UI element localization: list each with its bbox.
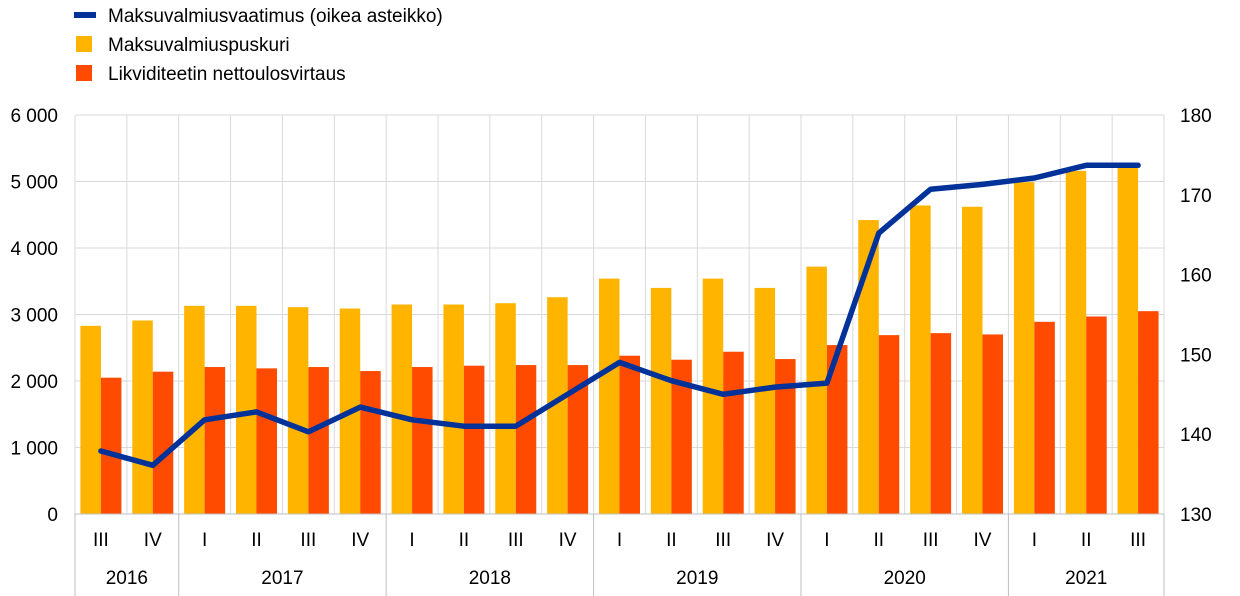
- quarter-label: IV: [974, 530, 992, 551]
- legend-label: Maksuvalmiuspuskuri: [108, 35, 290, 56]
- bar-outflow: [1138, 311, 1159, 514]
- left-tick-label: 2 000: [10, 372, 58, 393]
- quarter-label: II: [459, 530, 470, 551]
- left-tick-label: 1 000: [10, 439, 58, 460]
- legend-line-marker: [74, 12, 96, 18]
- quarter-label: I: [617, 530, 622, 551]
- bar-outflow: [308, 367, 329, 514]
- quarter-label: III: [1130, 530, 1146, 551]
- quarter-label: II: [666, 530, 677, 551]
- bar-outflow: [152, 371, 174, 514]
- quarter-label: III: [508, 530, 524, 551]
- bar-buffer: [443, 304, 464, 514]
- bar-outflow: [826, 345, 848, 514]
- bar-outflow: [775, 359, 796, 514]
- legend-square-marker: [76, 65, 92, 81]
- bar-buffer: [1013, 182, 1035, 515]
- quarter-label: II: [251, 530, 262, 551]
- legend: Maksuvalmiusvaatimus (oikea asteikko) Mak…: [74, 6, 443, 85]
- bar-outflow: [412, 367, 433, 514]
- bar-buffer: [1117, 163, 1139, 515]
- quarter-label: III: [93, 530, 109, 551]
- right-tick-label: 160: [1180, 266, 1212, 287]
- bar-outflow: [619, 355, 640, 514]
- bar-buffer: [184, 305, 205, 514]
- bar-outflow: [930, 333, 952, 514]
- right-tick-label: 130: [1180, 505, 1212, 526]
- bar-buffer: [80, 325, 101, 514]
- quarter-label: I: [202, 530, 207, 551]
- bar-outflow: [567, 365, 589, 514]
- bar-outflow: [878, 335, 900, 514]
- year-label: 2018: [469, 568, 511, 589]
- bar-buffer: [858, 220, 879, 514]
- bar-buffer: [1065, 170, 1087, 515]
- bar-outflow: [982, 334, 1003, 514]
- bar-buffer: [910, 205, 931, 514]
- bar-buffer: [650, 287, 672, 514]
- left-tick-label: 5 000: [10, 173, 58, 194]
- year-label: 2016: [106, 568, 148, 589]
- axes: 0 1 000 2 000 3 000 4 000 5 000 6 000 130 140 150…: [10, 106, 1212, 596]
- bar-outflow: [515, 365, 537, 514]
- bar-outflow: [204, 367, 226, 514]
- left-tick-label: 0: [47, 505, 58, 526]
- right-tick-label: 140: [1180, 425, 1212, 446]
- bar-buffer: [702, 278, 724, 514]
- quarter-label: II: [874, 530, 885, 551]
- quarter-label: IV: [144, 530, 162, 551]
- quarter-label: IV: [351, 530, 369, 551]
- quarter-label: I: [409, 530, 414, 551]
- bar-outflow: [463, 365, 485, 514]
- bar-buffer: [962, 206, 983, 514]
- quarter-label: III: [715, 530, 731, 551]
- quarter-label: II: [1081, 530, 1092, 551]
- bar-buffer: [806, 266, 827, 514]
- gridlines: [74, 114, 1165, 515]
- bar-outflow: [256, 368, 277, 514]
- bar-buffer: [236, 305, 257, 514]
- bar-buffer: [287, 307, 309, 514]
- left-tick-label: 3 000: [10, 306, 58, 327]
- right-tick-label: 180: [1180, 106, 1212, 127]
- year-label: 2017: [261, 568, 303, 589]
- quarter-label: IV: [559, 530, 577, 551]
- quarter-label: III: [923, 530, 939, 551]
- bar-outflow: [671, 359, 692, 514]
- left-tick-label: 4 000: [10, 239, 58, 260]
- line-series: [98, 162, 1141, 469]
- bar-buffer: [599, 278, 620, 514]
- year-label: 2019: [676, 568, 718, 589]
- bar-outflow: [1086, 316, 1107, 514]
- year-label: 2021: [1065, 568, 1107, 589]
- bar-outflow: [1034, 321, 1055, 514]
- right-tick-label: 150: [1180, 345, 1212, 366]
- quarter-label: I: [824, 530, 829, 551]
- quarter-label: III: [300, 530, 316, 551]
- bar-outflow: [100, 377, 122, 514]
- legend-square-marker: [76, 36, 92, 52]
- bar-buffer: [132, 320, 153, 514]
- bar-buffer: [495, 303, 516, 514]
- bar-buffer: [754, 287, 776, 514]
- year-label: 2020: [884, 568, 926, 589]
- right-tick-label: 170: [1180, 186, 1212, 207]
- bar-buffer: [547, 297, 568, 514]
- bar-buffer: [391, 304, 413, 514]
- bar-series: [80, 163, 1159, 515]
- quarter-label: I: [1032, 530, 1037, 551]
- bar-outflow: [360, 371, 381, 514]
- legend-label: Likviditeetin nettoulosvirtaus: [108, 64, 346, 85]
- quarter-label: IV: [766, 530, 784, 551]
- left-tick-label: 6 000: [10, 106, 58, 127]
- legend-label: Maksuvalmiusvaatimus (oikea asteikko): [108, 6, 443, 27]
- bar-outflow: [723, 351, 744, 514]
